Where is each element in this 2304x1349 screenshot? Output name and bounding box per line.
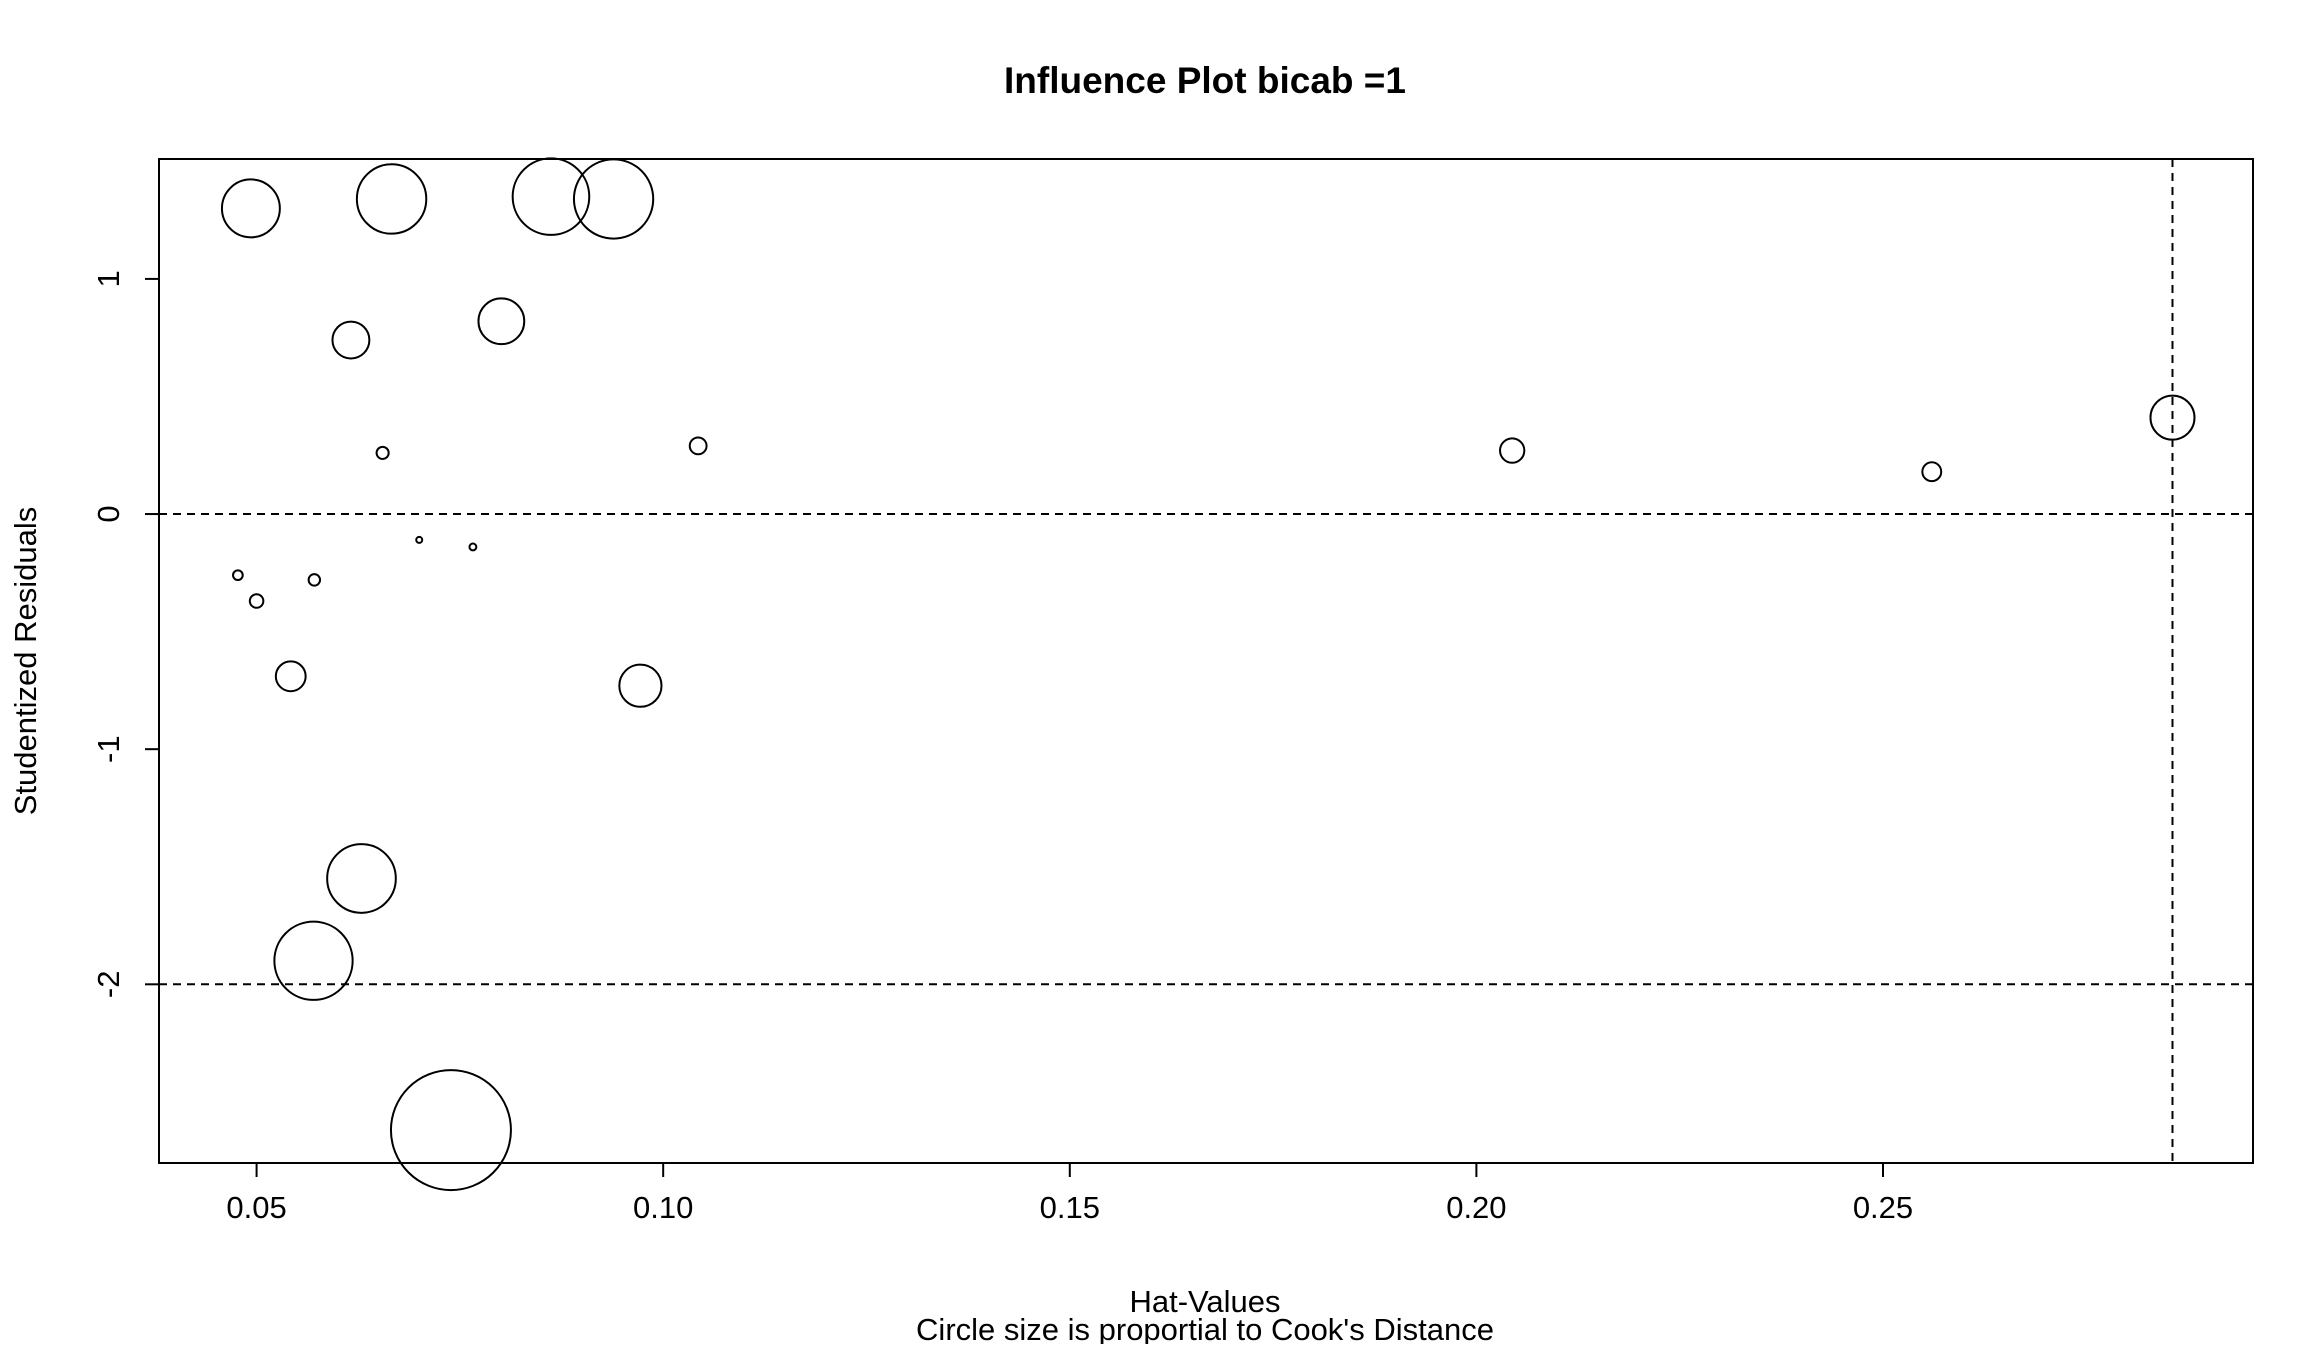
x-tick-label: 0.20 <box>1446 1190 1506 1225</box>
y-tick-label: 0 <box>91 505 126 522</box>
data-point <box>2149 394 2196 441</box>
y-tick-label: -1 <box>91 735 126 763</box>
x-tick-label: 0.10 <box>633 1190 693 1225</box>
data-point <box>618 663 663 708</box>
data-point <box>220 178 281 239</box>
data-point <box>1921 461 1943 483</box>
x-tick-label: 0.25 <box>1853 1190 1913 1225</box>
data-point <box>511 157 591 236</box>
data-point <box>572 158 655 240</box>
points-layer <box>220 157 2196 1192</box>
data-point <box>273 920 354 1001</box>
data-point <box>375 445 390 460</box>
data-point <box>415 535 424 544</box>
x-tick-label: 0.15 <box>1040 1190 1100 1225</box>
chart-title: Influence Plot bicab =1 <box>1004 60 1406 101</box>
data-point <box>468 542 478 552</box>
data-point <box>274 660 307 693</box>
data-point <box>331 320 371 360</box>
plot-frame <box>158 158 2254 1164</box>
data-point <box>1499 437 1526 464</box>
x-axis-label: Hat-Values <box>1129 1284 1280 1319</box>
data-point <box>248 593 265 609</box>
data-point <box>326 843 397 914</box>
data-point <box>389 1069 512 1192</box>
data-point <box>355 163 428 235</box>
x-tick-label: 0.05 <box>226 1190 286 1225</box>
data-point <box>688 436 708 456</box>
data-point <box>307 573 322 587</box>
x-axis-sublabel: Circle size is proportial to Cook's Dist… <box>916 1312 1494 1344</box>
data-point <box>232 569 244 582</box>
data-point <box>477 297 526 346</box>
y-axis-label: Studentized Residuals <box>8 507 43 815</box>
x-axis: 0.05 0.10 0.15 0.20 0.25 <box>226 1162 1913 1225</box>
reference-lines <box>159 159 2253 1163</box>
y-tick-label: 1 <box>91 270 126 287</box>
y-axis: -2 -1 0 1 <box>91 270 160 999</box>
y-tick-label: -2 <box>91 971 126 999</box>
